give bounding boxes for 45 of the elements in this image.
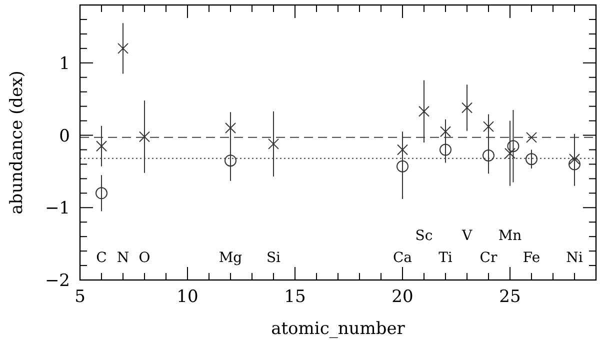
annotation: Ca xyxy=(392,250,412,266)
y-tick-label: 0 xyxy=(59,126,70,146)
point xyxy=(139,131,150,142)
annotation: N xyxy=(116,250,130,266)
point xyxy=(397,144,408,156)
annotation: Mg xyxy=(218,250,242,266)
x-tick-label: 10 xyxy=(176,287,198,307)
point xyxy=(569,154,580,165)
point xyxy=(483,121,494,132)
y-tick-label: −2 xyxy=(44,271,70,291)
point xyxy=(268,138,279,150)
point xyxy=(96,140,107,152)
annotation: O xyxy=(138,250,150,266)
point xyxy=(96,187,108,200)
point xyxy=(225,122,236,134)
x-tick-label: 5 xyxy=(74,287,86,307)
annotation: Si xyxy=(266,250,282,266)
y-tick-label: −1 xyxy=(44,198,70,219)
annotation: Mn xyxy=(498,228,522,244)
point xyxy=(224,154,236,167)
y-axis-title: abundance (dex) xyxy=(7,70,27,214)
point xyxy=(462,102,472,114)
x-tick-label: 25 xyxy=(499,287,521,307)
x-tick-label: 15 xyxy=(284,287,306,307)
annotation: Sc xyxy=(415,228,433,244)
annotation: C xyxy=(96,250,107,266)
point xyxy=(568,158,580,170)
annotation: Fe xyxy=(522,250,540,266)
annotation: Ti xyxy=(438,250,453,266)
point xyxy=(507,140,520,152)
point xyxy=(418,106,430,117)
annotation: Cr xyxy=(480,250,498,266)
point xyxy=(440,126,451,138)
point xyxy=(526,153,538,166)
point xyxy=(118,42,128,54)
point xyxy=(504,148,516,159)
annotation: Ni xyxy=(566,250,584,266)
point xyxy=(396,160,408,172)
point xyxy=(440,144,452,156)
x-axis-title: atomic_number xyxy=(271,319,406,339)
y-tick-label: 1 xyxy=(59,54,70,74)
point xyxy=(482,150,494,162)
annotation: V xyxy=(460,228,473,244)
x-tick-label: 20 xyxy=(392,287,414,307)
point xyxy=(526,132,537,143)
